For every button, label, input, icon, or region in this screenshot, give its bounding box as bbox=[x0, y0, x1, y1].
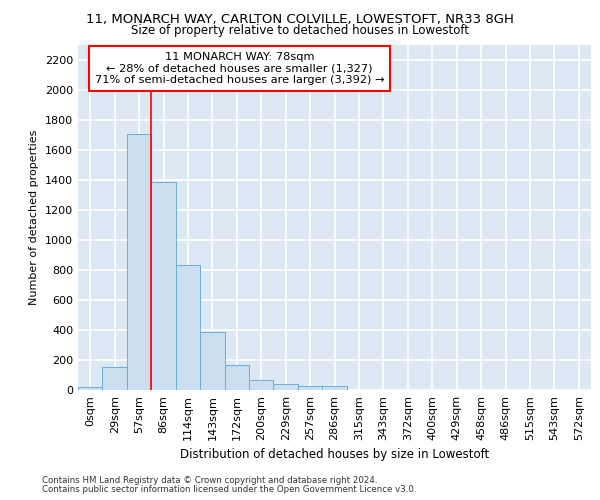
Bar bbox=[103, 367, 127, 390]
Bar bbox=[249, 380, 274, 390]
Bar bbox=[224, 365, 249, 390]
Text: Size of property relative to detached houses in Lowestoft: Size of property relative to detached ho… bbox=[131, 24, 469, 37]
Text: Contains public sector information licensed under the Open Government Licence v3: Contains public sector information licen… bbox=[42, 485, 416, 494]
Bar bbox=[176, 265, 200, 390]
Text: 11, MONARCH WAY, CARLTON COLVILLE, LOWESTOFT, NR33 8GH: 11, MONARCH WAY, CARLTON COLVILLE, LOWES… bbox=[86, 12, 514, 26]
Bar bbox=[322, 386, 347, 390]
Bar bbox=[200, 332, 224, 390]
Bar bbox=[78, 387, 103, 390]
Text: Contains HM Land Registry data © Crown copyright and database right 2024.: Contains HM Land Registry data © Crown c… bbox=[42, 476, 377, 485]
Bar bbox=[151, 182, 176, 390]
Text: 11 MONARCH WAY: 78sqm
← 28% of detached houses are smaller (1,327)
71% of semi-d: 11 MONARCH WAY: 78sqm ← 28% of detached … bbox=[95, 52, 385, 85]
Bar bbox=[274, 384, 298, 390]
X-axis label: Distribution of detached houses by size in Lowestoft: Distribution of detached houses by size … bbox=[180, 448, 489, 462]
Bar bbox=[298, 386, 322, 390]
Bar bbox=[127, 134, 151, 390]
Y-axis label: Number of detached properties: Number of detached properties bbox=[29, 130, 40, 305]
